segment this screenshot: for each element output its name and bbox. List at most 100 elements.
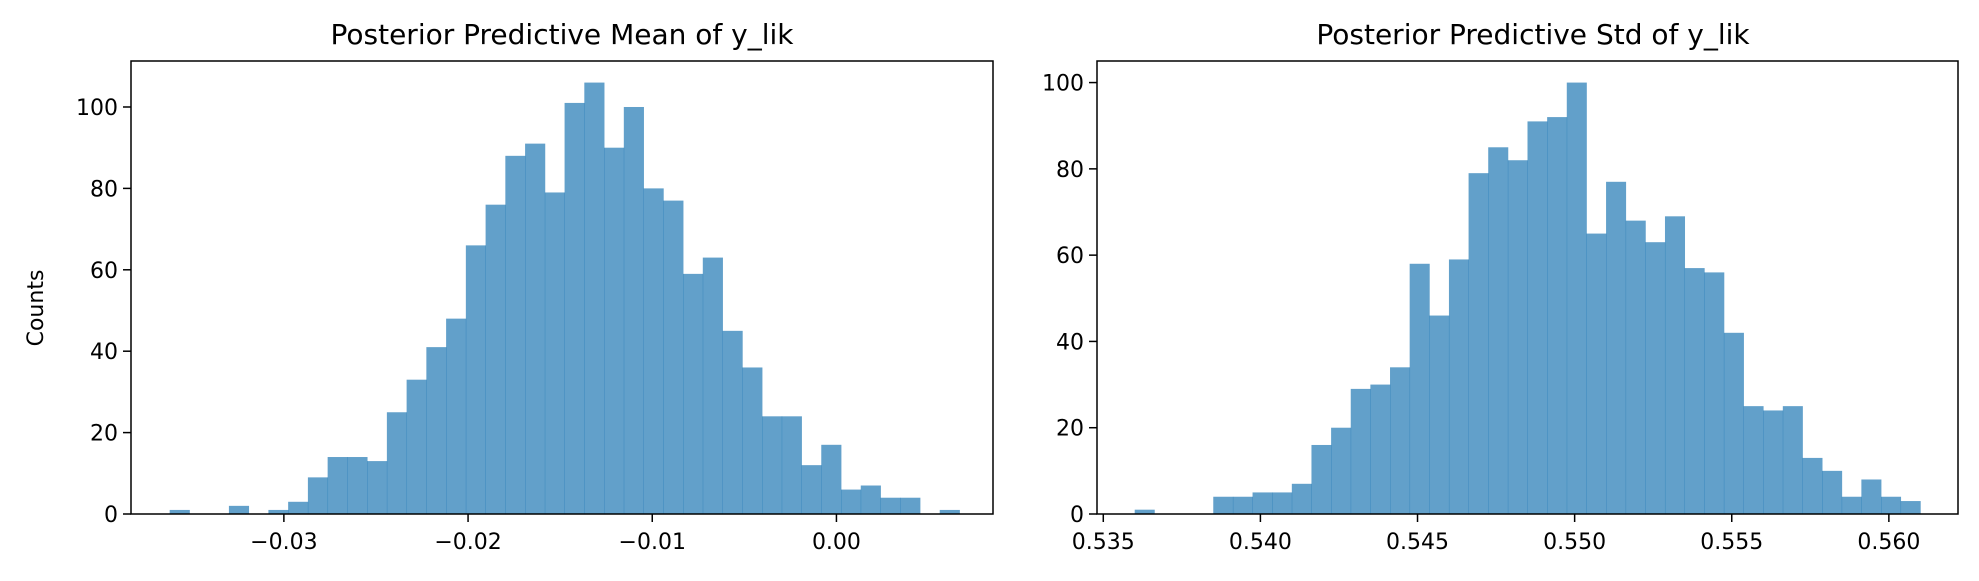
mean-histogram-frame (130, 60, 994, 515)
std-histogram-bar (1802, 457, 1823, 514)
mean-histogram-bar (406, 379, 427, 514)
std-xtick-label: 0.560 (1857, 530, 1920, 555)
std-histogram-bar (1606, 181, 1627, 515)
std-histogram-bar (1134, 509, 1155, 514)
std-histogram-bars (1134, 82, 1921, 515)
mean-histogram-bar (841, 489, 862, 514)
mean-histogram-bar (347, 457, 368, 514)
std-histogram-bar (1822, 470, 1843, 514)
std-histogram-bar (1331, 427, 1352, 514)
std-xtick-label: 0.545 (1386, 530, 1449, 555)
std-xtick-label: 0.540 (1229, 530, 1292, 555)
mean-ytick-label: 80 (90, 177, 118, 202)
mean-histogram-bar (584, 82, 605, 515)
std-histogram-bar (1488, 147, 1509, 515)
std-histogram-bar (1311, 444, 1332, 514)
std-ytick-label: 20 (1056, 417, 1084, 442)
std-histogram-bar (1429, 315, 1450, 514)
std-xtick-label: 0.555 (1700, 530, 1763, 555)
std-histogram-bar (1547, 117, 1568, 514)
std-histogram-panel: Posterior Predictive Std of y_lik 0.535 0… (1042, 18, 1959, 555)
mean-histogram-bars (169, 82, 960, 515)
mean-histogram-xticks: −0.03 −0.02 −0.01 0.00 (250, 514, 861, 555)
mean-histogram-bar (623, 106, 644, 514)
std-histogram-frame (1096, 60, 1959, 515)
std-histogram-bar (1232, 496, 1253, 514)
mean-xtick-label: −0.03 (250, 530, 317, 555)
mean-ytick-label: 100 (76, 96, 118, 121)
mean-histogram-yticks: 0 20 40 60 80 100 (76, 96, 131, 528)
mean-histogram-bar (367, 461, 388, 514)
mean-histogram-bar (939, 509, 960, 514)
std-histogram-bar (1409, 263, 1430, 514)
mean-histogram-bar (544, 192, 565, 514)
std-xtick-label: 0.535 (1072, 530, 1135, 555)
mean-histogram-panel: Posterior Predictive Mean of y_lik Count… (24, 18, 994, 555)
mean-histogram-bar (801, 465, 822, 514)
std-histogram-bar (1900, 501, 1921, 514)
std-histogram-bar (1664, 216, 1686, 515)
mean-histogram-bar (288, 501, 309, 514)
mean-histogram-bar (307, 477, 329, 514)
mean-histogram-bar (702, 257, 723, 514)
mean-histogram-bar (604, 147, 625, 514)
mean-histogram-bar (860, 485, 881, 514)
mean-histogram-bar (426, 347, 447, 514)
std-xtick-label: 0.550 (1543, 530, 1606, 555)
std-histogram-bar (1645, 242, 1666, 514)
std-histogram-bar (1390, 367, 1411, 514)
std-histogram-bar (1468, 173, 1489, 514)
mean-xtick-label: −0.02 (434, 530, 501, 555)
mean-histogram-bar (663, 200, 684, 515)
std-histogram-bar (1723, 332, 1744, 514)
mean-xtick-label: 0.00 (812, 530, 861, 555)
std-histogram-bar (1448, 259, 1469, 514)
std-histogram-bar (1763, 410, 1784, 514)
mean-xtick-label: −0.01 (619, 530, 686, 555)
std-histogram-bar (1252, 492, 1273, 514)
std-histogram-bar (1272, 492, 1293, 514)
mean-histogram-bar (228, 505, 250, 514)
mean-histogram-bar (683, 273, 704, 514)
std-histogram-bar (1507, 160, 1528, 514)
mean-ytick-label: 20 (90, 422, 118, 447)
std-histogram-yticks: 0 20 40 60 80 100 (1042, 72, 1097, 528)
std-histogram-bar (1370, 384, 1391, 514)
std-histogram-bar (1213, 496, 1234, 514)
mean-histogram-bar (742, 367, 763, 514)
std-ytick-label: 60 (1056, 244, 1084, 269)
mean-histogram-bar (900, 497, 921, 514)
std-histogram-title: Posterior Predictive Std of y_lik (1316, 18, 1750, 51)
mean-histogram-bar (485, 204, 506, 514)
std-ytick-label: 100 (1042, 72, 1084, 97)
mean-histogram-bar (781, 416, 802, 514)
std-histogram-bar (1704, 272, 1725, 514)
std-histogram-bar (1291, 483, 1312, 514)
mean-histogram-bar (525, 143, 546, 515)
mean-histogram-ylabel: Counts (24, 270, 49, 347)
mean-histogram-bar (169, 509, 190, 514)
mean-histogram-bar (446, 318, 467, 514)
std-histogram-bar (1527, 121, 1548, 515)
std-histogram-xticks: 0.535 0.540 0.545 0.550 0.555 0.560 (1072, 514, 1920, 555)
std-ytick-label: 0 (1070, 503, 1084, 528)
mean-histogram-bar (722, 330, 743, 514)
mean-ytick-label: 40 (90, 340, 118, 365)
std-histogram-bar (1861, 479, 1882, 514)
mean-histogram-bar (268, 509, 289, 514)
std-ytick-label: 40 (1056, 330, 1084, 355)
mean-histogram-bar (505, 155, 526, 514)
std-histogram-bar (1782, 406, 1803, 514)
mean-ytick-label: 60 (90, 259, 118, 284)
std-histogram-bar (1881, 496, 1902, 514)
mean-histogram-bar (762, 416, 783, 514)
std-histogram-bar (1566, 82, 1587, 515)
std-histogram-bar (1625, 220, 1646, 514)
std-histogram-bar (1841, 496, 1862, 514)
mean-histogram-bar (880, 497, 901, 514)
mean-histogram-bar (821, 444, 842, 514)
std-histogram-bar (1586, 233, 1607, 515)
std-histogram-bar (1743, 406, 1764, 514)
mean-histogram-bar (465, 245, 486, 514)
